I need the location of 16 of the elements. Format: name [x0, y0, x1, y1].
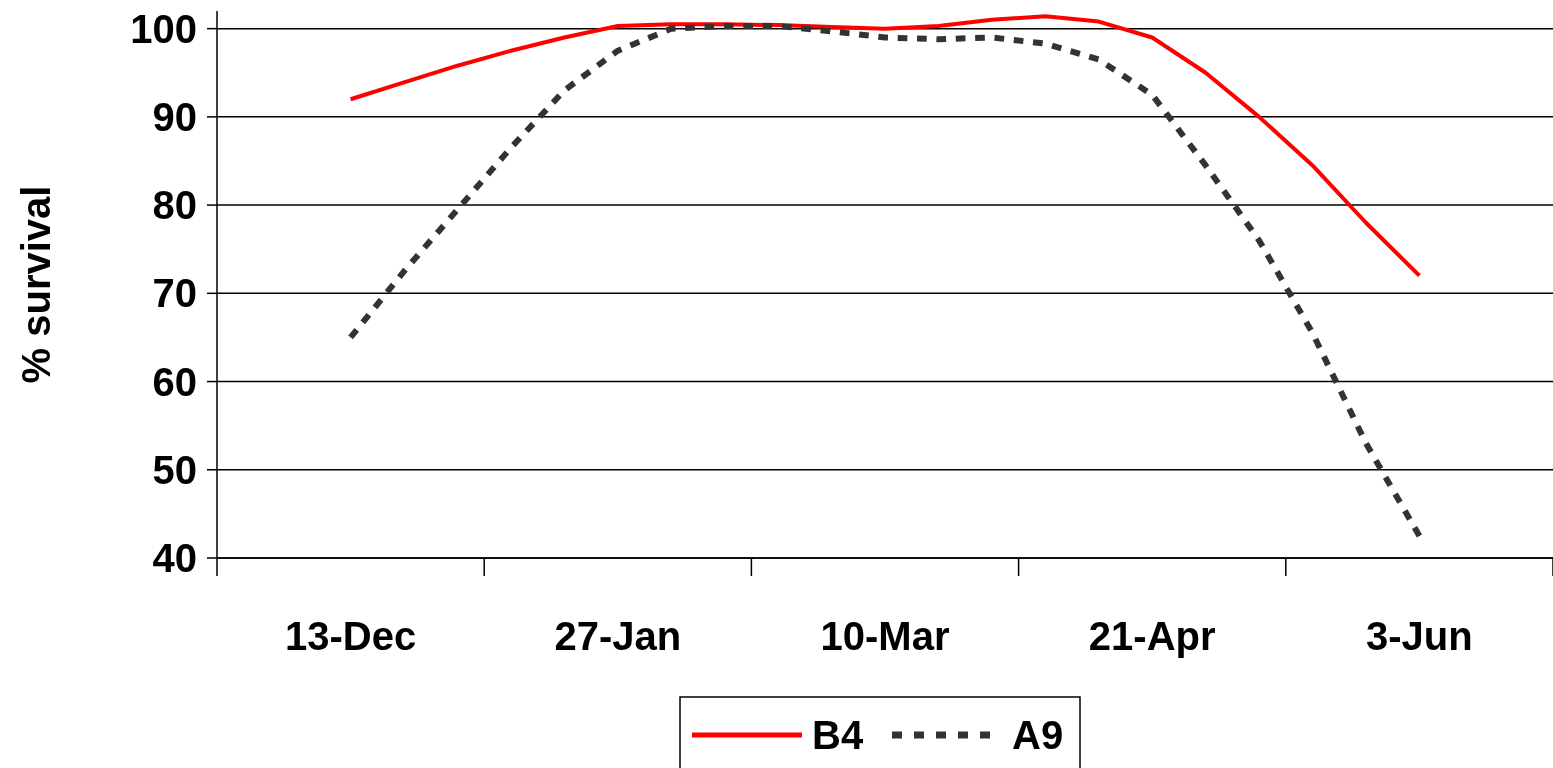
line-series [348, 14, 1422, 278]
y-tick-label: 60 [152, 359, 197, 404]
x-tick-label: 13-Dec [285, 614, 417, 658]
legend-label: A9 [1012, 713, 1064, 757]
y-tick-label: 40 [152, 536, 197, 580]
y-axis-title: % survival [14, 185, 58, 384]
y-tick-label: 50 [152, 447, 197, 492]
x-tick-label: 27-Jan [554, 614, 682, 658]
x-tick-label: 10-Mar [820, 614, 950, 658]
y-tick-label: 80 [152, 183, 197, 228]
x-tick-label: 21-Apr [1088, 614, 1216, 658]
x-tick-label: 3-Jun [1366, 614, 1473, 658]
y-tick-label: 70 [152, 271, 197, 316]
y-tick-label: 100 [130, 6, 197, 51]
y-tick-label: 90 [152, 94, 197, 139]
legend-label: B4 [812, 713, 864, 757]
